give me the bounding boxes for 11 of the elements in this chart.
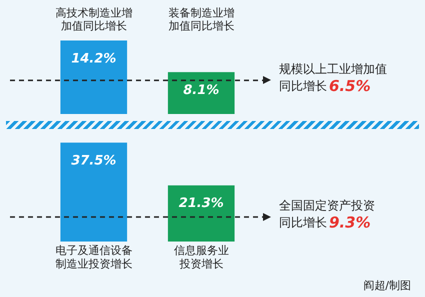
text: 阎超/制图 <box>363 278 411 293</box>
x-tick-label: 高技术制造业增加值同比增长 <box>55 6 132 33</box>
data-label: 21.3% <box>178 196 224 212</box>
ref-line-label: 全国固定资产投资同比增长9.3% <box>279 198 375 232</box>
ref-line-label: 规模以上工业增加值同比增长6.5% <box>279 62 387 95</box>
x-tick-label: 装备制造业增加值同比增长 <box>168 6 234 33</box>
x-tick-label: 信息服务业投资增长 <box>174 244 229 270</box>
data-label: 14.2% <box>71 51 116 66</box>
data-label: 8.1% <box>183 82 220 98</box>
data-label: 37.5% <box>71 153 116 168</box>
x-tick-label: 电子及通信设备制造业投资增长 <box>55 244 132 270</box>
